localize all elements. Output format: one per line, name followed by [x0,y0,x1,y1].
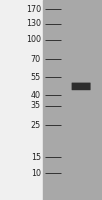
Text: 100: 100 [26,36,41,45]
Text: 25: 25 [31,120,41,130]
Bar [43,0,102,200]
Text: 40: 40 [31,90,41,99]
Bar [0,0,43,200]
Text: 55: 55 [31,72,41,82]
Text: 130: 130 [26,20,41,28]
FancyBboxPatch shape [72,83,91,90]
Text: 35: 35 [31,101,41,110]
Text: 15: 15 [31,152,41,162]
Text: 10: 10 [31,168,41,178]
Text: 170: 170 [26,4,41,14]
Text: 70: 70 [31,54,41,64]
